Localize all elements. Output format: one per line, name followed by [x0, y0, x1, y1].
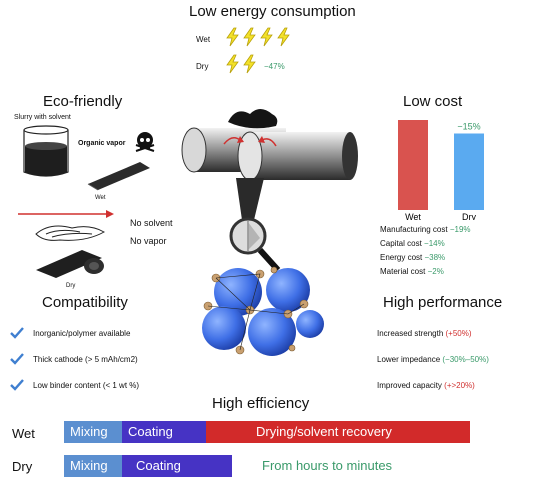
- energy-wet-bolts: [225, 27, 293, 52]
- dry-sample-label: Dry: [66, 283, 76, 289]
- compat-item: Low binder content (< 1 wt %): [10, 372, 139, 398]
- compat-item: Inorganic/polymer available: [10, 320, 139, 346]
- slurry-beaker-icon: [23, 125, 69, 177]
- perf-item-value: (+>20%): [444, 380, 475, 390]
- wet-mixing-bar: Mixing: [64, 421, 122, 443]
- wet-sample-label: Wet: [95, 195, 106, 201]
- cost-item-value: −2%: [427, 267, 444, 276]
- efficiency-note: From hours to minutes: [262, 458, 393, 473]
- cost-annotation: −15%: [457, 122, 480, 132]
- perf-item: Lower impedance (−30%–50%): [377, 346, 489, 372]
- energy-dry-label: Dry: [196, 62, 209, 71]
- lightning-icon: [226, 27, 239, 47]
- efficiency-dry-label: Dry: [12, 459, 33, 474]
- lightning-icon: [226, 54, 239, 74]
- lightning-icon: [260, 27, 273, 47]
- cost-bar-label: Wet: [405, 212, 421, 220]
- wet-coating-bar: Coating: [122, 421, 206, 443]
- dry-electrode-roll-icon: [36, 250, 104, 278]
- cost-bar-dry: [454, 133, 484, 210]
- cost-item-value: −14%: [424, 239, 445, 248]
- perf-item: Improved capacity (+>20%): [377, 372, 489, 398]
- lightning-icon: [277, 27, 290, 47]
- no-vapor-label: No vapor: [130, 236, 167, 246]
- energy-dry-bolts: [225, 54, 259, 79]
- cost-item: Energy cost −38%: [380, 251, 471, 265]
- check-icon: [10, 379, 24, 391]
- energy-wet-label: Wet: [196, 35, 211, 44]
- efficiency-wet-label: Wet: [12, 426, 35, 441]
- cost-items-list: Manufacturing cost −19% Capital cost −14…: [380, 223, 471, 279]
- perf-title: High performance: [383, 294, 503, 311]
- lightning-icon: [243, 27, 256, 47]
- cost-item-name: Material cost: [380, 267, 426, 276]
- energy-reduction: −47%: [264, 62, 285, 71]
- red-arrow-icon: [18, 210, 114, 218]
- compat-item-label: Inorganic/polymer available: [33, 328, 131, 338]
- check-icon: [10, 327, 24, 339]
- efficiency-title: High efficiency: [212, 395, 310, 412]
- compat-item-label: Thick cathode (> 5 mAh/cm2): [33, 354, 138, 364]
- lightning-icon: [243, 54, 256, 74]
- no-solvent-label: No solvent: [130, 218, 173, 228]
- energy-title: Low energy consumption: [189, 3, 356, 20]
- cost-bar-label: Dry: [462, 212, 476, 220]
- cost-item: Material cost −2%: [380, 265, 471, 279]
- compat-item: Thick cathode (> 5 mAh/cm2): [10, 346, 139, 372]
- cost-title: Low cost: [403, 93, 463, 110]
- skull-icon: [135, 132, 155, 152]
- cost-item: Manufacturing cost −19%: [380, 223, 471, 237]
- perf-list: Increased strength (+50%) Lower impedanc…: [377, 320, 489, 398]
- cost-item-name: Manufacturing cost: [380, 225, 448, 234]
- compat-item-label: Low binder content (< 1 wt %): [33, 380, 140, 390]
- perf-item-name: Increased strength: [377, 328, 444, 338]
- cost-item-value: −19%: [449, 225, 471, 234]
- check-icon: [10, 353, 24, 365]
- perf-item-name: Improved capacity: [377, 380, 442, 390]
- cost-item: Capital cost −14%: [380, 237, 471, 251]
- dry-mixing-bar: Mixing: [64, 455, 122, 477]
- cost-bar-wet: [398, 120, 428, 210]
- perf-item-value: (−30%–50%): [442, 354, 489, 364]
- slurry-label: Slurry with solvent: [14, 114, 71, 121]
- cost-item-name: Capital cost: [380, 239, 422, 248]
- dry-coating-bar: Coating: [122, 455, 232, 477]
- perf-item-name: Lower impedance: [377, 354, 441, 364]
- dry-powder-icon: [35, 225, 106, 241]
- compat-list: Inorganic/polymer available Thick cathod…: [10, 320, 139, 398]
- organic-vapor-label: Organic vapor: [78, 140, 126, 147]
- compat-title: Compatibility: [42, 294, 128, 311]
- perf-item-value: (+50%): [445, 328, 472, 338]
- cost-item-value: −38%: [424, 253, 446, 262]
- cost-item-name: Energy cost: [380, 253, 423, 262]
- wet-electrode-icon: [87, 162, 150, 191]
- wet-drying-bar: Drying/solvent recovery: [206, 421, 470, 443]
- calender-roller-illustration: [181, 109, 358, 356]
- perf-item: Increased strength (+50%): [377, 320, 489, 346]
- eco-title: Eco-friendly: [43, 93, 123, 110]
- cost-bar-chart: Wet Dry −15%: [398, 120, 484, 220]
